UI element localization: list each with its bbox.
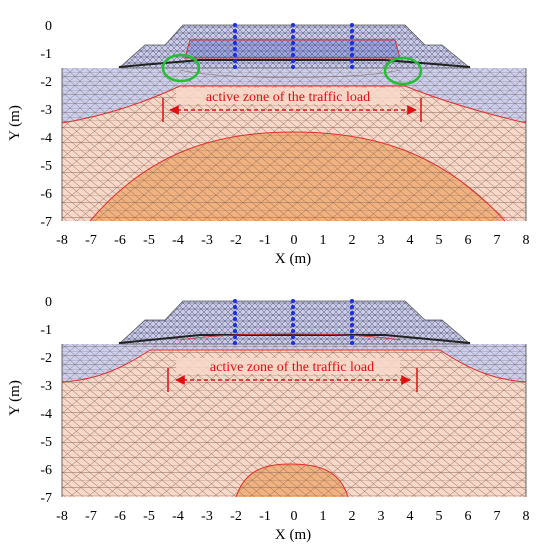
x-tick-label: 0 xyxy=(291,233,298,248)
x-tick-label: 3 xyxy=(378,233,385,248)
ylabel-bottom: Y (m) xyxy=(7,380,23,416)
x-tick-label: 2 xyxy=(349,233,356,248)
x-tick-label: -4 xyxy=(172,509,184,524)
sensor-column-center xyxy=(291,23,295,69)
annotation-top: active zone of the traffic load xyxy=(206,90,370,105)
sensor-column-left xyxy=(233,23,237,69)
y-tick-label: -6 xyxy=(40,463,52,478)
x-tick-label: -6 xyxy=(114,509,126,524)
x-ticks-top: -8 -7 -6 -5 -4 -3 -2 -1 0 1 2 3 4 5 6 7 8 xyxy=(56,233,529,248)
green-ellipse-right xyxy=(383,56,423,86)
y-tick-label: -1 xyxy=(40,47,52,62)
y-tick-label: -4 xyxy=(40,407,52,422)
y-tick-label: -7 xyxy=(40,215,52,230)
x-tick-label: -7 xyxy=(85,509,97,524)
x-tick-label: 7 xyxy=(494,509,501,524)
sensor-column-left-bottom xyxy=(233,299,237,345)
x-tick-label: -2 xyxy=(230,509,242,524)
x-tick-label: -1 xyxy=(259,233,271,248)
panel-bottom: active zone of the traffic load 0-1-2-3-… xyxy=(7,295,530,543)
x-tick-label: -1 xyxy=(259,509,271,524)
y-tick-label: -2 xyxy=(40,351,52,366)
x-tick-label: 7 xyxy=(494,233,501,248)
y-tick-label: -1 xyxy=(40,323,52,338)
x-tick-label: 5 xyxy=(436,233,443,248)
annotation-bottom: active zone of the traffic load xyxy=(210,360,374,375)
ylabel-top: Y (m) xyxy=(7,105,23,141)
green-ellipse-left xyxy=(161,53,201,83)
x-tick-label: -2 xyxy=(230,233,242,248)
x-tick-label: 4 xyxy=(407,233,414,248)
x-tick-label: -5 xyxy=(143,509,155,524)
x-tick-label: -3 xyxy=(201,509,213,524)
y-tick-label: -7 xyxy=(40,491,52,506)
x-tick-label: -3 xyxy=(201,233,213,248)
y-tick-label: -3 xyxy=(40,103,52,118)
x-tick-label: 2 xyxy=(349,509,356,524)
x-tick-label: -4 xyxy=(172,233,184,248)
y-tick-label: 0 xyxy=(45,19,52,34)
y-ticks-bottom: 0 -1 -2 -3 -4 -5 -6 -7 xyxy=(40,295,52,506)
x-tick-label: -8 xyxy=(56,233,68,248)
y-tick-label: -2 xyxy=(40,75,52,90)
x-tick-label: 6 xyxy=(465,233,472,248)
x-tick-label: 0 xyxy=(291,509,298,524)
x-tick-label: -5 xyxy=(143,233,155,248)
x-tick-label: -8 xyxy=(56,509,68,524)
x-tick-label: 1 xyxy=(320,233,327,248)
x-tick-label: 8 xyxy=(523,233,530,248)
x-tick-label: 8 xyxy=(523,509,530,524)
y-tick-label: -6 xyxy=(40,187,52,202)
x-tick-label: -7 xyxy=(85,233,97,248)
y-ticks-top: 0 -1 -2 -3 -4 -5 -6 -7 xyxy=(40,19,52,230)
x-ticks-bottom: -8 -7 -6 -5 -4 -3 -2 -1 0 1 2 3 4 5 6 7 8 xyxy=(56,509,529,524)
xlabel-top: X (m) xyxy=(275,251,311,267)
sensor-column-center-bottom xyxy=(291,299,295,345)
x-tick-label: 3 xyxy=(378,509,385,524)
y-tick-label: -5 xyxy=(40,159,52,174)
xlabel-bottom: X (m) xyxy=(275,527,311,543)
sensor-column-right xyxy=(350,23,354,69)
x-tick-label: 6 xyxy=(465,509,472,524)
y-tick-label: -4 xyxy=(40,131,52,146)
x-tick-label: 4 xyxy=(407,509,414,524)
y-tick-label: -5 xyxy=(40,435,52,450)
sensor-column-right-bottom xyxy=(350,299,354,345)
x-tick-label: -6 xyxy=(114,233,126,248)
y-tick-label: -3 xyxy=(40,379,52,394)
panel-top: active zone of the traffic load 0-1-2-3-… xyxy=(7,19,530,267)
y-tick-label: 0 xyxy=(45,295,52,310)
x-tick-label: 5 xyxy=(436,509,443,524)
x-tick-label: 1 xyxy=(320,509,327,524)
